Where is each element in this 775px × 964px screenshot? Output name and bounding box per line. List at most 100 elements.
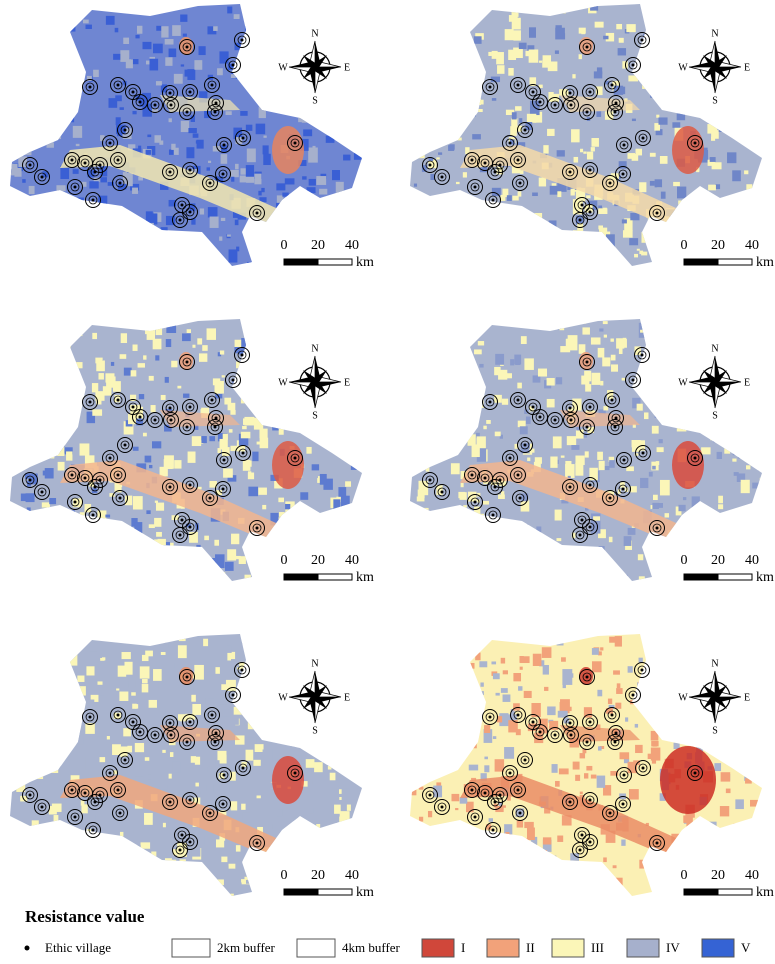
raster-cell	[435, 537, 439, 543]
raster-cell	[451, 650, 455, 654]
raster-cell	[359, 130, 364, 136]
raster-cell	[551, 186, 557, 191]
raster-cell	[735, 842, 744, 853]
raster-cell	[145, 651, 153, 657]
raster-cell	[156, 503, 164, 511]
raster-cell	[20, 577, 29, 590]
raster-cell	[513, 673, 521, 681]
raster-cell	[69, 653, 78, 665]
raster-cell	[332, 541, 335, 546]
raster-cell	[603, 36, 608, 40]
scale-segment	[318, 574, 352, 580]
raster-cell	[437, 103, 441, 107]
raster-cell	[337, 688, 341, 692]
raster-cell	[113, 530, 118, 534]
raster-cell	[241, 338, 251, 352]
raster-cell	[547, 399, 555, 407]
raster-cell	[651, 731, 659, 741]
raster-cell	[443, 715, 449, 721]
raster-cell	[611, 364, 618, 371]
raster-cell	[730, 537, 736, 542]
raster-cell	[213, 26, 217, 31]
raster-cell	[156, 532, 162, 537]
raster-cell	[615, 703, 621, 709]
raster-cell	[597, 67, 602, 74]
raster-cell	[74, 729, 83, 744]
raster-cell	[120, 50, 129, 62]
raster-cell	[54, 815, 59, 821]
raster-cell	[476, 868, 481, 874]
raster-cell	[527, 457, 530, 461]
scale-label: 0	[281, 238, 288, 253]
legend-swatch	[702, 939, 734, 957]
raster-cell	[289, 326, 295, 331]
raster-cell	[352, 191, 359, 201]
raster-cell	[724, 447, 730, 453]
raster-cell	[130, 851, 135, 858]
raster-cell	[202, 345, 207, 351]
raster-cell	[615, 636, 622, 647]
raster-cell	[555, 28, 565, 40]
raster-cell	[100, 236, 109, 248]
raster-cell	[726, 524, 729, 529]
raster-cell	[304, 217, 313, 226]
raster-cell	[589, 573, 594, 576]
raster-cell	[724, 867, 731, 878]
raster-cell	[721, 209, 730, 219]
raster-cell	[338, 487, 346, 497]
raster-cell	[74, 362, 82, 368]
raster-cell	[42, 20, 49, 25]
raster-cell	[746, 338, 755, 348]
raster-cell	[417, 151, 425, 158]
raster-cell	[185, 70, 193, 77]
raster-cell	[279, 512, 285, 517]
raster-cell	[24, 837, 29, 845]
raster-cell	[748, 77, 751, 82]
raster-cell	[34, 518, 41, 525]
raster-cell	[483, 259, 491, 267]
raster-cell	[67, 60, 71, 64]
raster-cell	[592, 661, 602, 672]
raster-cell	[73, 888, 76, 891]
raster-cell	[130, 877, 137, 882]
raster-cell	[298, 820, 305, 830]
raster-cell	[219, 51, 228, 63]
raster-cell	[119, 555, 129, 570]
raster-cell	[613, 865, 617, 868]
raster-cell	[727, 872, 732, 878]
raster-cell	[353, 515, 363, 527]
raster-cell	[480, 691, 484, 695]
raster-cell	[164, 566, 168, 570]
raster-cell	[55, 46, 58, 50]
raster-cell	[335, 847, 339, 851]
raster-cell	[227, 7, 232, 14]
raster-cell	[515, 106, 522, 111]
village-marker	[614, 111, 617, 114]
village-marker	[622, 803, 625, 806]
raster-cell	[567, 436, 576, 445]
scale-label: 20	[311, 553, 325, 568]
raster-cell	[42, 502, 50, 507]
raster-cell	[704, 837, 709, 842]
raster-cell	[440, 444, 445, 452]
raster-cell	[445, 130, 454, 140]
raster-cell	[498, 494, 505, 499]
raster-cell	[449, 444, 455, 448]
raster-cell	[552, 764, 558, 773]
raster-cell	[479, 514, 484, 518]
raster-cell	[447, 750, 455, 757]
raster-cell	[312, 464, 319, 470]
raster-cell	[45, 452, 51, 458]
raster-cell	[449, 29, 453, 32]
raster-cell	[343, 155, 350, 161]
raster-cell	[222, 709, 230, 716]
raster-cell	[99, 264, 108, 274]
raster-cell	[448, 73, 451, 77]
raster-cell	[729, 869, 739, 883]
raster-cell	[261, 642, 271, 653]
raster-cell	[497, 579, 504, 587]
raster-cell	[661, 231, 671, 243]
raster-cell	[248, 873, 258, 883]
raster-cell	[60, 707, 64, 710]
map-panel: NSEW02040km	[410, 634, 775, 907]
